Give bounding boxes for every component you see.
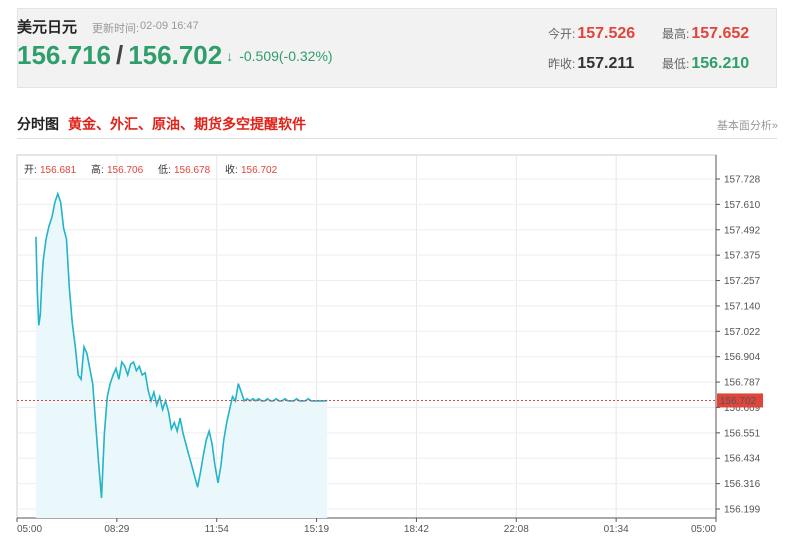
ohlc-open-label: 开: [24,165,37,176]
x-tick-label: 08:29 [104,524,129,535]
y-tick-label: 156.199 [724,505,761,516]
low-stat: 最低: 156.210 [662,55,749,73]
axis-ticks: 157.728 157.610 157.492 157.375 157.257 157.1… [16,175,761,535]
x-tick-label: 11:54 [205,524,230,535]
low-value: 156.210 [691,55,750,72]
y-tick-label: 157.492 [724,225,761,236]
title-divider [17,138,777,139]
ask-price: 156.702 [128,40,223,70]
y-tick-label: 156.551 [724,428,761,439]
x-tick-label: 18:42 [404,524,429,535]
prev-close-value: 157.211 [577,55,635,72]
high-label: 最高: [662,27,690,41]
ohlc-open-value: 156.681 [40,165,77,176]
open-label: 今开: [548,27,576,41]
y-tick-label: 157.257 [724,276,761,287]
current-price-box [717,393,763,408]
price-change: -0.509(-0.32%) [239,47,333,64]
bid-price: 156.716 [17,40,111,70]
ohlc-high-label: 高: [91,163,104,176]
y-tick-label: 156.669 [724,403,761,414]
y-tick-label: 157.140 [724,301,761,312]
prev-close-label: 昨收: [548,57,576,71]
ohlc-high-value: 156.706 [107,165,144,176]
y-tick-label: 156.434 [724,454,761,465]
x-tick-label: 01:34 [604,524,629,535]
open-stat: 今开: 157.526 [548,25,635,43]
symbol-name: 美元日元 [17,19,78,36]
down-arrow-icon: ↓ [226,47,234,64]
y-tick-label: 157.610 [724,200,761,211]
x-tick-label: 05:00 [17,524,42,535]
fundamental-analysis-link[interactable]: 基本面分析» [716,120,778,132]
high-value: 157.652 [691,25,750,42]
low-label: 最低: [662,57,690,71]
update-time-label: 更新时间: [92,23,140,35]
ohlc-low-value: 156.678 [174,165,211,176]
y-tick-label: 156.787 [724,378,761,389]
high-stat: 最高: 157.652 [662,25,749,43]
section-title: 分时图 [17,116,59,132]
y-tick-label: 156.316 [724,479,761,490]
price-area [35,193,328,518]
y-tick-label: 157.375 [724,251,761,262]
ohlc-close-value: 156.702 [241,165,278,176]
ohlc-readout: 开: 156.681 高: 156.706 低: 156.678 收: 156.… [24,163,278,176]
ohlc-low-label: 低: [158,163,171,176]
promo-link[interactable]: 黄金、外汇、原油、期货多空提醒软件 [68,116,306,132]
current-price-label: 156.702 [720,396,757,407]
open-value: 157.526 [577,25,636,42]
x-tick-label: 22:08 [504,524,529,535]
x-tick-label: 05:00 [691,524,716,535]
quote-header [17,8,777,88]
price-separator: / [115,40,124,70]
x-tick-label: 15:19 [304,524,329,535]
ohlc-close-label: 收: [225,163,238,176]
chart-grid [16,154,717,519]
y-tick-label: 156.904 [724,352,761,363]
price-row: 156.716/156.702 ↓ -0.509(-0.32%) [17,40,333,71]
prev-close-stat: 昨收: 157.211 [548,55,634,73]
update-time-value: 02-09 16:47 [140,20,199,32]
y-tick-label: 157.022 [724,327,761,338]
y-tick-label: 157.728 [724,175,761,186]
